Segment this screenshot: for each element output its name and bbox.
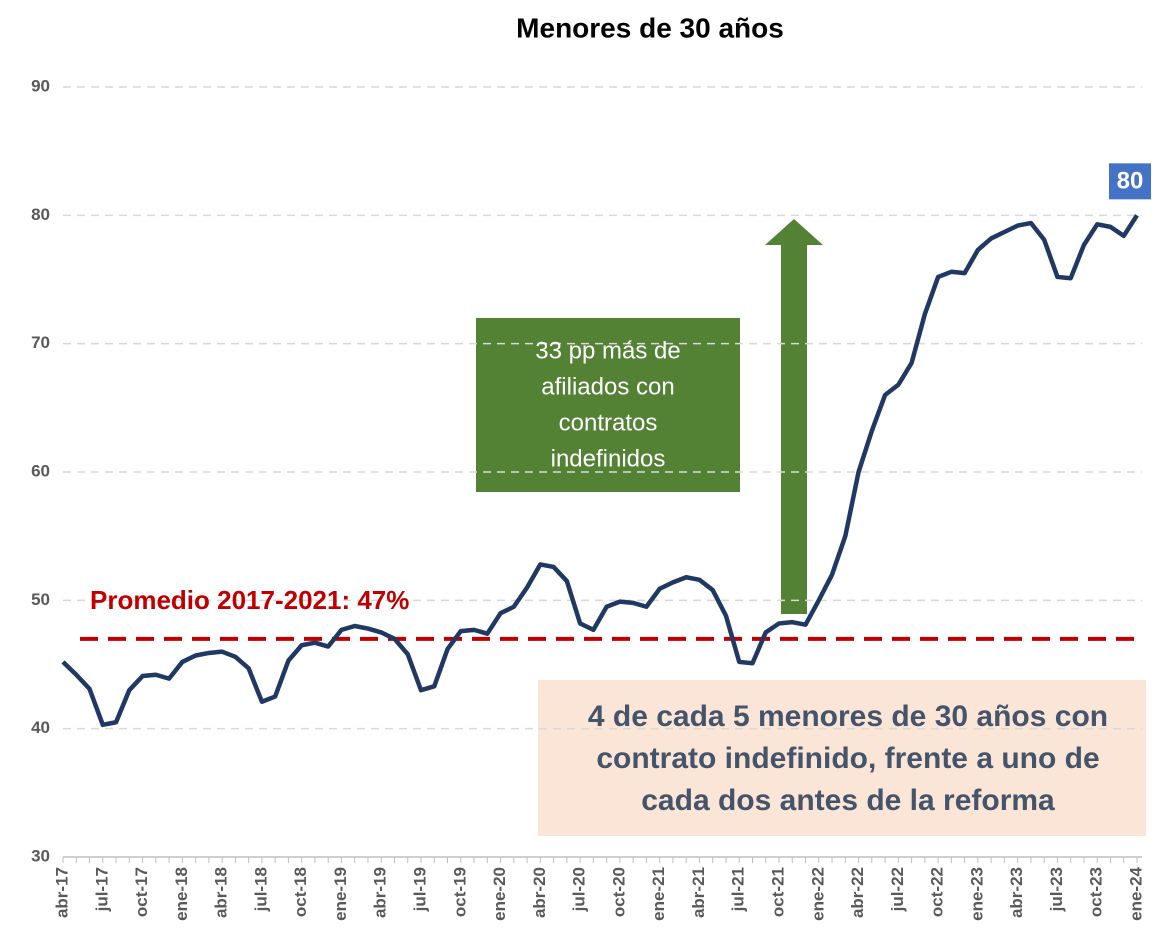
x-tick-label: oct-20 xyxy=(609,867,628,917)
annotation-text: contratos xyxy=(559,409,658,436)
data-label-box xyxy=(1109,163,1151,200)
x-tick-label: ene-22 xyxy=(808,867,827,921)
x-tick-label: abr-17 xyxy=(52,867,71,918)
chart-title: Menores de 30 años xyxy=(516,12,784,43)
x-tick-label: jul-20 xyxy=(570,867,589,912)
x-tick-label: abr-23 xyxy=(1007,867,1026,918)
y-tick-label: 90 xyxy=(31,76,50,95)
x-tick-label: oct-17 xyxy=(132,867,151,917)
annotation-text: afiliados con xyxy=(541,373,674,400)
x-tick-label: abr-22 xyxy=(848,867,867,918)
x-tick-label: jul-21 xyxy=(729,867,748,912)
average-label: Promedio 2017-2021: 47% xyxy=(90,585,409,615)
x-tick-label: oct-22 xyxy=(928,867,947,917)
x-tick-label: jul-19 xyxy=(410,867,429,912)
x-tick-label: ene-19 xyxy=(331,867,350,921)
x-tick-label: abr-21 xyxy=(689,867,708,918)
y-tick-label: 30 xyxy=(31,846,50,865)
annotation-text: indefinidos xyxy=(551,445,666,472)
summary-box xyxy=(538,680,1146,836)
x-tick-label: ene-21 xyxy=(649,867,668,921)
y-tick-label: 70 xyxy=(31,333,50,352)
x-tick-label: jul-22 xyxy=(888,867,907,912)
annotation-box xyxy=(476,318,740,492)
x-tick-label: ene-20 xyxy=(490,867,509,921)
x-tick-label: jul-17 xyxy=(92,867,111,912)
y-tick-label: 60 xyxy=(31,461,50,480)
x-tick-label: abr-18 xyxy=(212,867,231,918)
x-tick-label: oct-18 xyxy=(291,867,310,917)
summary-text: cada dos antes de la reforma xyxy=(641,784,1055,817)
x-tick-label: ene-18 xyxy=(172,867,191,921)
y-tick-label: 50 xyxy=(31,590,50,609)
x-tick-label: oct-23 xyxy=(1087,867,1106,917)
x-tick-label: jul-23 xyxy=(1047,867,1066,912)
summary-text: contrato indefinido, frente a uno de xyxy=(596,742,1099,775)
line-series xyxy=(61,214,1139,728)
x-tick-label: jul-18 xyxy=(251,867,270,912)
arrow-shaft xyxy=(781,244,807,614)
x-tick-label: abr-19 xyxy=(371,867,390,918)
x-tick-label: ene-24 xyxy=(1126,866,1145,920)
annotation-text: 33 pp más de xyxy=(535,337,680,364)
x-tick-label: ene-23 xyxy=(967,867,986,921)
summary-text: 4 de cada 5 menores de 30 años con xyxy=(588,700,1108,733)
x-tick-label: oct-19 xyxy=(450,867,469,917)
data-label: 80 xyxy=(1117,168,1144,195)
y-tick-label: 40 xyxy=(31,718,50,737)
x-tick-label: oct-21 xyxy=(768,867,787,917)
y-tick-label: 80 xyxy=(31,205,50,224)
x-tick-label: abr-20 xyxy=(530,867,549,918)
arrow-head xyxy=(765,219,823,245)
